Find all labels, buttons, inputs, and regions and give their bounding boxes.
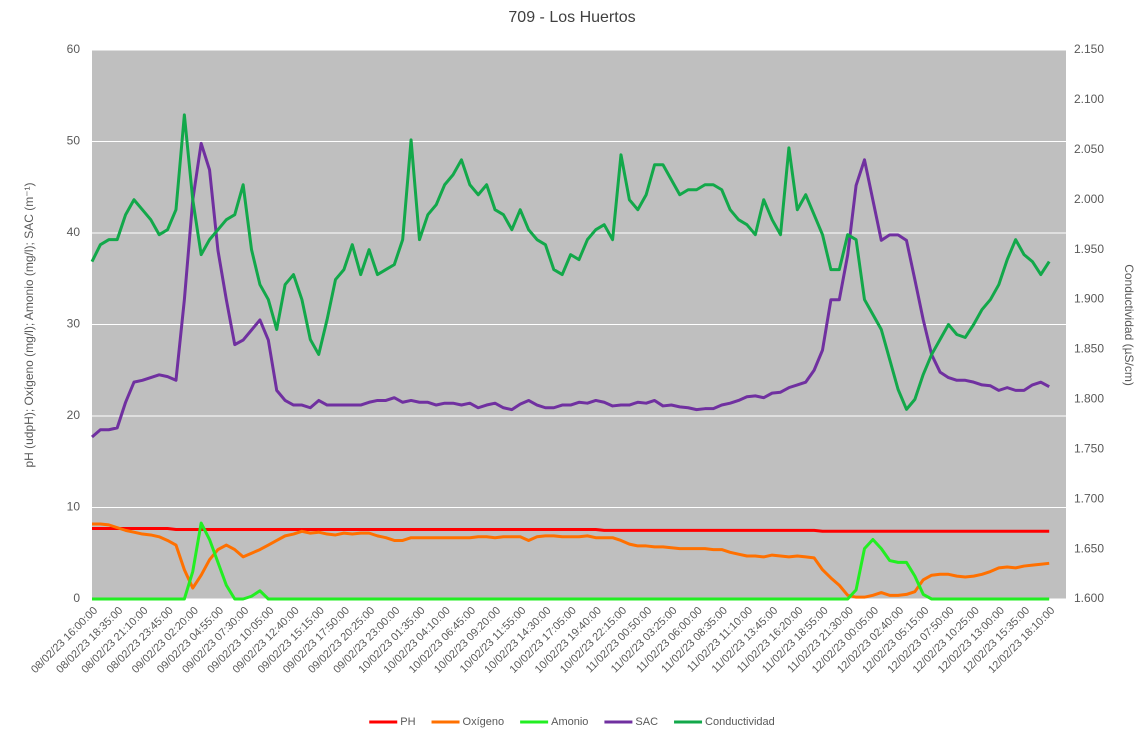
y-tick-label: 10 — [67, 500, 81, 514]
y2-tick-label: 2.000 — [1074, 192, 1104, 206]
y-tick-label: 0 — [73, 591, 80, 605]
y2-axis-title: Conductividad (µS/cm) — [1122, 264, 1136, 386]
legend-label: SAC — [635, 716, 658, 728]
legend-label: Amonio — [551, 716, 588, 728]
series-line — [92, 521, 1050, 601]
y-axis-title: pH (udpH); Oxígeno (mg/l); Amonio (mg/l)… — [22, 182, 36, 467]
y2-tick-label: 1.900 — [1074, 292, 1104, 306]
y2-tick-label: 1.800 — [1074, 392, 1104, 406]
y2-tick-label: 1.600 — [1074, 591, 1104, 605]
legend-label: PH — [400, 716, 415, 728]
y2-tick-label: 1.750 — [1074, 441, 1104, 455]
y2-tick-label: 1.650 — [1074, 541, 1104, 555]
series-line — [92, 527, 1050, 533]
series-line — [92, 522, 1050, 599]
y-tick-label: 60 — [67, 42, 81, 56]
legend-label: Conductividad — [705, 716, 775, 728]
y-tick-label: 20 — [67, 408, 81, 422]
y-tick-label: 30 — [67, 317, 81, 331]
y2-tick-label: 1.950 — [1074, 242, 1104, 256]
y2-tick-label: 2.100 — [1074, 92, 1104, 106]
y2-tick-label: 1.850 — [1074, 342, 1104, 356]
y2-tick-label: 1.700 — [1074, 491, 1104, 505]
legend-label: Oxígeno — [463, 716, 505, 728]
y-tick-label: 40 — [67, 225, 81, 239]
y-tick-label: 50 — [67, 134, 81, 148]
series-line — [91, 141, 1050, 439]
chart-title: 709 - Los Huertos — [508, 9, 635, 26]
y2-tick-label: 2.050 — [1074, 142, 1104, 156]
series-line — [90, 113, 1051, 411]
y2-tick-label: 2.150 — [1074, 42, 1104, 56]
legend: PH Oxígeno Amonio SAC Conductividad — [369, 716, 775, 728]
